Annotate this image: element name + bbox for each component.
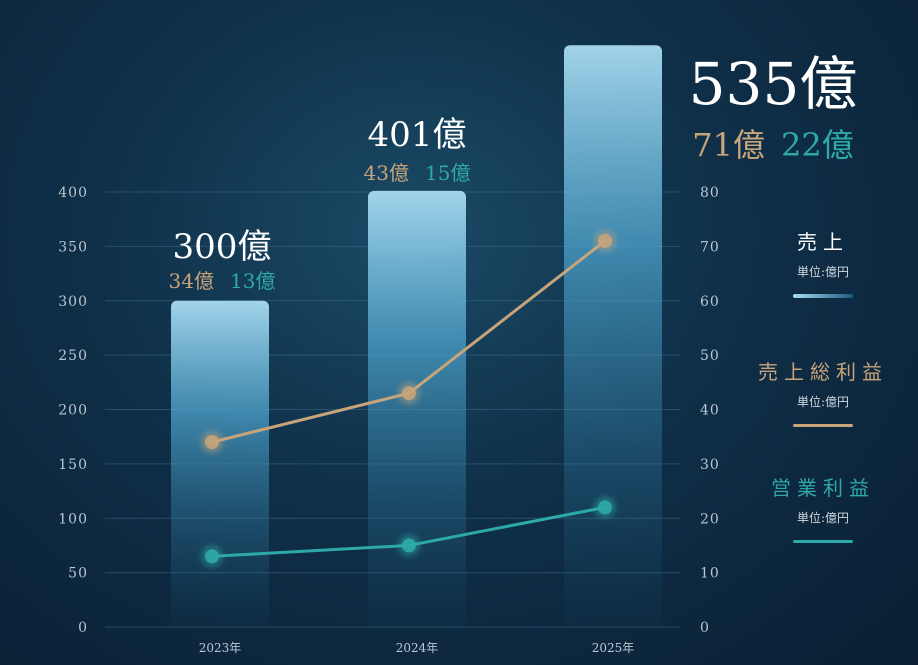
sales-bar bbox=[368, 190, 466, 627]
legend-operating-profit: 営業利益 単位:億円 bbox=[748, 472, 898, 543]
left-tick-label: 50 bbox=[68, 566, 88, 582]
legend-sales-title: 売上 bbox=[797, 230, 849, 254]
gross-profit-point bbox=[598, 233, 612, 248]
left-tick-label: 200 bbox=[58, 403, 88, 419]
right-tick-label: 0 bbox=[700, 620, 710, 636]
left-tick-label: 150 bbox=[58, 457, 88, 473]
legend-operating-swatch bbox=[793, 540, 853, 543]
legend-operating-title: 営業利益 bbox=[771, 476, 875, 500]
right-axis: 0 10 20 30 40 50 60 70 80 bbox=[700, 185, 720, 636]
left-tick-label: 350 bbox=[58, 239, 88, 255]
left-axis: 0 50 100 150 200 250 300 350 400 bbox=[58, 185, 88, 636]
operating-profit-point bbox=[205, 549, 219, 564]
legend-operating-unit: 単位:億円 bbox=[796, 511, 850, 525]
x-tick-label: 2023年 bbox=[199, 641, 242, 655]
legend-sales-unit: 単位:億円 bbox=[796, 265, 850, 279]
gross-profit-value-label: 43億 bbox=[364, 161, 409, 185]
gross-profit-value-label: 34億 bbox=[169, 269, 214, 293]
left-tick-label: 0 bbox=[78, 620, 88, 636]
legend-gross-swatch bbox=[793, 424, 853, 427]
sales-bar bbox=[171, 300, 269, 627]
operating-profit-value-label: 22億 bbox=[781, 126, 854, 164]
legend-gross-title: 売上総利益 bbox=[758, 360, 888, 384]
sales-bar bbox=[564, 45, 662, 627]
gross-profit-point bbox=[205, 435, 219, 450]
legend-gross-unit: 単位:億円 bbox=[796, 395, 850, 409]
right-tick-label: 50 bbox=[700, 348, 720, 364]
legend-sales-swatch bbox=[793, 294, 853, 298]
right-tick-label: 20 bbox=[700, 511, 720, 527]
x-tick-label: 2024年 bbox=[396, 641, 439, 655]
sales-value-label: 535億 bbox=[689, 50, 858, 118]
right-tick-label: 70 bbox=[700, 239, 720, 255]
left-tick-label: 300 bbox=[58, 294, 88, 310]
right-tick-label: 80 bbox=[700, 185, 720, 201]
legend-sales: 売上 単位:億円 bbox=[748, 226, 898, 298]
legend-gross-profit: 売上総利益 単位:億円 bbox=[748, 356, 898, 427]
operating-profit-point bbox=[598, 500, 612, 515]
operating-profit-value-label: 15億 bbox=[425, 161, 470, 185]
operating-profit-value-label: 13億 bbox=[230, 269, 275, 293]
x-tick-label: 2025年 bbox=[592, 641, 635, 655]
left-tick-label: 100 bbox=[58, 511, 88, 527]
right-tick-label: 40 bbox=[700, 403, 720, 419]
right-tick-label: 30 bbox=[700, 457, 720, 473]
left-tick-label: 400 bbox=[58, 185, 88, 201]
bar-series bbox=[171, 45, 662, 627]
left-tick-label: 250 bbox=[58, 348, 88, 364]
right-tick-label: 10 bbox=[700, 566, 720, 582]
right-tick-label: 60 bbox=[700, 294, 720, 310]
operating-profit-point bbox=[402, 538, 416, 553]
gross-profit-value-label: 71億 bbox=[692, 126, 765, 164]
gross-profit-point bbox=[402, 386, 416, 401]
sales-value-label: 300億 bbox=[173, 227, 272, 267]
sales-value-label: 401億 bbox=[368, 115, 467, 155]
line-series bbox=[201, 229, 616, 568]
x-axis: 2023年 2024年 2025年 bbox=[199, 641, 635, 655]
